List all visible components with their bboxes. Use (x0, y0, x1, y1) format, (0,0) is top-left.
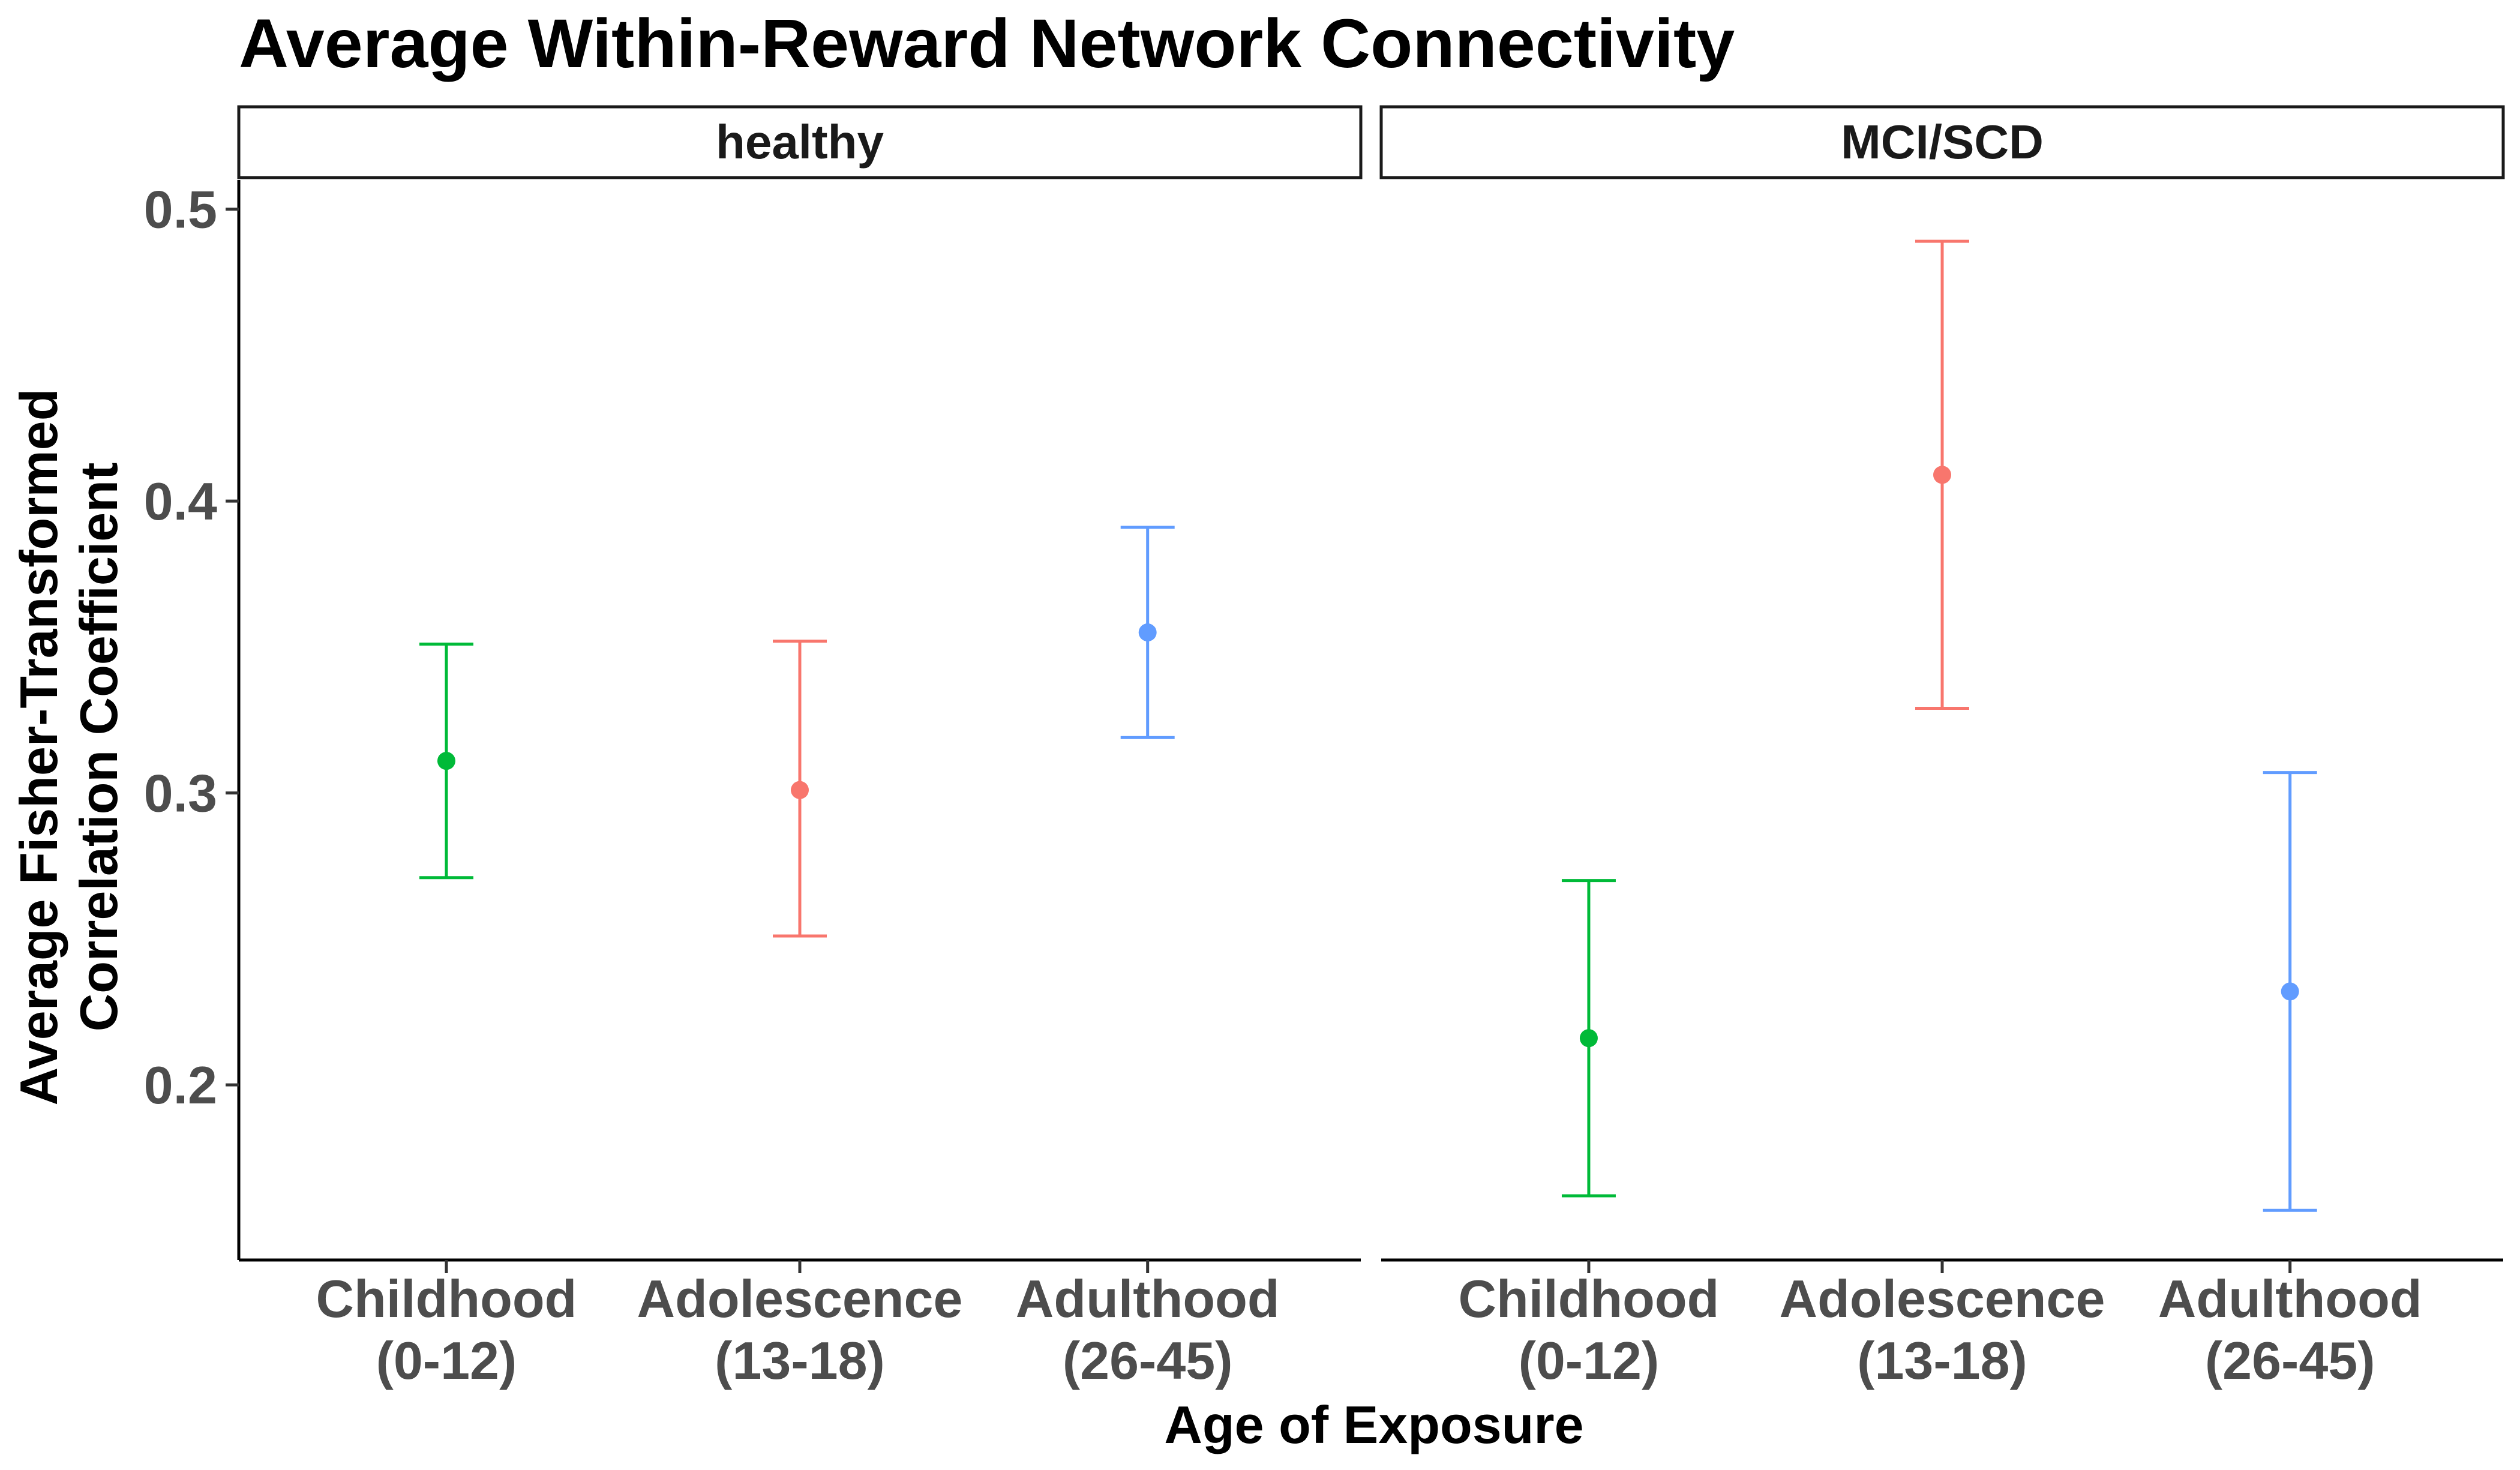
y-axis-title-line-1: Average Fisher-Transformed (9, 389, 68, 1106)
error-bar-group: Adolescence(13-18) (1780, 239, 2105, 1390)
x-tick-label: (0-12) (1519, 1331, 1660, 1390)
x-tick-label: Adolescence (637, 1269, 963, 1328)
mean-point (1138, 623, 1157, 642)
panel-healthy: healthyChildhood(0-12)Adolescence(13-18)… (237, 105, 1363, 1390)
y-tick-label: 0.2 (144, 1055, 217, 1115)
mean-point (1933, 466, 1951, 484)
x-tick-label: Childhood (316, 1269, 577, 1328)
x-tick-label: (13-18) (1857, 1331, 2027, 1390)
x-tick-label: (26-45) (1063, 1331, 1233, 1390)
error-bar-group: Childhood(0-12) (316, 643, 577, 1390)
y-tick-label: 0.5 (144, 180, 217, 239)
error-bar-group: Childhood(0-12) (1458, 879, 1719, 1390)
x-tick-label: Adulthood (2158, 1269, 2422, 1328)
mean-point (2281, 982, 2299, 1001)
x-tick-label: Adulthood (1016, 1269, 1280, 1328)
y-axis: 0.2 0.3 0.4 0.5 (144, 180, 241, 1260)
mean-point (437, 752, 455, 770)
mean-point (791, 781, 809, 799)
x-tick-label: (26-45) (2205, 1331, 2375, 1390)
y-tick-label: 0.4 (144, 472, 217, 531)
facet-strip-label: healthy (716, 115, 884, 169)
x-tick-label: Childhood (1458, 1269, 1719, 1328)
x-tick-label: Adolescence (1780, 1269, 2105, 1328)
error-bar-group: Adulthood(26-45) (2158, 771, 2422, 1390)
panel-mci-scd: MCI/SCDChildhood(0-12)Adolescence(13-18)… (1379, 105, 2505, 1390)
facet-panels: healthyChildhood(0-12)Adolescence(13-18)… (237, 105, 2505, 1390)
y-axis-title-line-2: Correlation Coefficient (69, 463, 128, 1032)
x-axis-title: Age of Exposure (1164, 1395, 1583, 1454)
facet-strip (1379, 105, 2505, 179)
y-tick-label: 0.3 (144, 764, 217, 823)
facet-strip-label: MCI/SCD (1841, 115, 2044, 169)
x-tick-label: (0-12) (376, 1331, 517, 1390)
mean-point (1579, 1029, 1598, 1048)
error-bar-group: Adulthood(26-45) (1016, 526, 1280, 1390)
chart-title: Average Within-Reward Network Connectivi… (239, 5, 1735, 82)
facet-strip (237, 105, 1363, 179)
error-bar-group: Adolescence(13-18) (637, 640, 963, 1390)
x-tick-label: (13-18) (715, 1331, 885, 1390)
